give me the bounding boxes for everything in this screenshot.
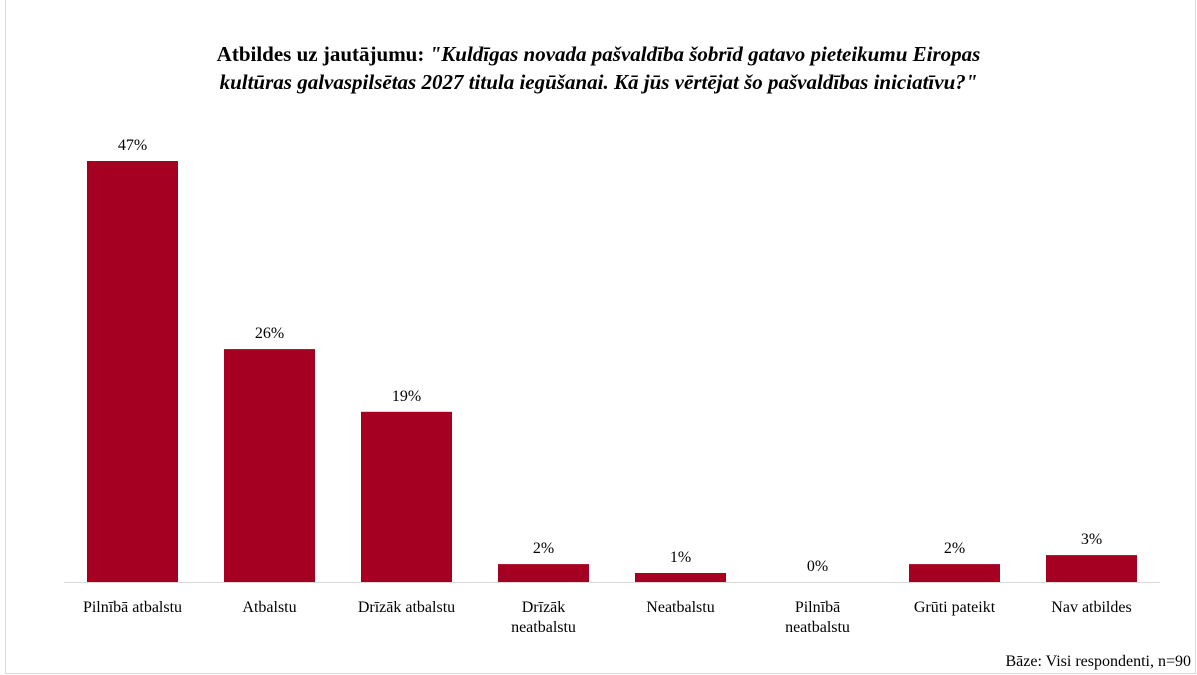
chart-title: Atbildes uz jautājumu: "Kuldīgas novada … <box>0 40 1197 96</box>
data-label-2: 26% <box>255 325 284 342</box>
data-label-6: 0% <box>807 558 828 575</box>
data-label-1: 47% <box>118 137 147 154</box>
category-label-3: Drīzāk atbalstu <box>358 599 455 616</box>
data-label-5: 1% <box>670 549 691 566</box>
category-label-5: Neatbalstu <box>646 599 714 616</box>
bar-2 <box>224 349 315 582</box>
bar-7 <box>909 564 1000 582</box>
data-label-3: 19% <box>392 388 421 405</box>
category-label-7: Grūti pateikt <box>914 599 996 616</box>
category-label-1: Pilnībā atbalstu <box>83 599 182 616</box>
bar-3 <box>361 411 452 582</box>
title-question-line1: "Kuldīgas novada pašvaldība šobrīd gatav… <box>429 42 981 66</box>
category-label-4: Drīzāk neatbalstu <box>511 599 576 636</box>
chart-frame <box>5 0 1196 674</box>
base-note: Bāze: Visi respondenti, n=90 <box>1005 653 1191 670</box>
data-label-4: 2% <box>533 540 554 557</box>
bar-5 <box>635 573 726 582</box>
title-question-line2: kultūras galvaspilsētas 2027 titula iegū… <box>219 70 978 94</box>
data-label-8: 3% <box>1081 531 1102 548</box>
bar-1 <box>87 161 178 582</box>
category-label-6: Pilnībā neatbalstu <box>785 599 850 636</box>
data-label-7: 2% <box>944 540 965 557</box>
title-prefix: Atbildes uz jautājumu: <box>216 42 425 66</box>
category-label-8: Nav atbildes <box>1051 599 1131 616</box>
category-label-2: Atbalstu <box>242 599 296 616</box>
bar-8 <box>1046 555 1137 582</box>
bar-4 <box>498 564 589 582</box>
